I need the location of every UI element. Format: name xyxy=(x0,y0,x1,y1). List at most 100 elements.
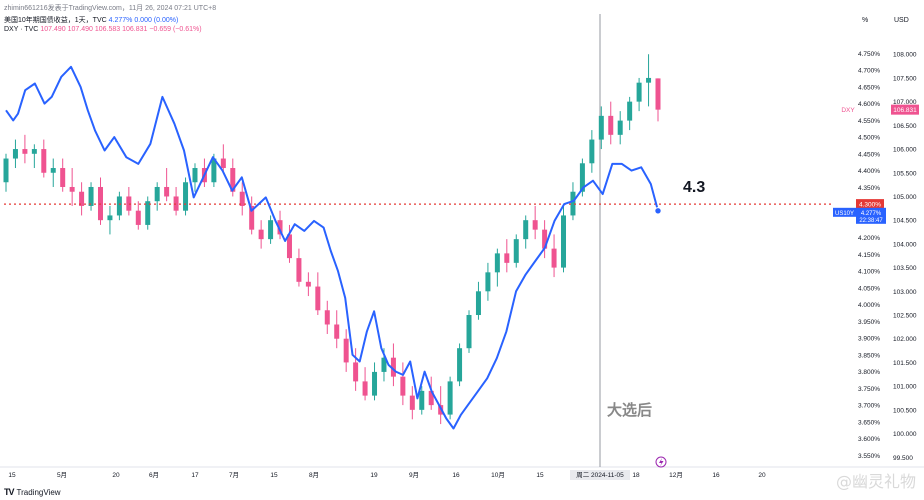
tradingview-logo[interactable]: TV TradingView xyxy=(4,487,61,497)
dxy-candle-body xyxy=(655,78,661,110)
dxy-candle-body xyxy=(154,186,160,202)
dxy-candle-body xyxy=(598,115,604,140)
time-tick-label: 12月 xyxy=(669,471,683,479)
dxy-candle-body xyxy=(372,371,378,396)
dxy-candle-body xyxy=(523,220,529,240)
dxy-candle-body xyxy=(164,186,170,197)
dxy-candle-body xyxy=(315,286,321,311)
dxy-tag-label: DXY xyxy=(841,107,855,114)
usd-tick-label: 105.000 xyxy=(893,194,917,201)
publisher-line: zhimin661216发表于TradingView.com，11月 26, 2… xyxy=(4,5,217,12)
time-tick-label: 5月 xyxy=(57,471,67,479)
time-tick-label: 15 xyxy=(536,472,544,479)
dxy-candle-body xyxy=(239,191,245,206)
annotations: 4.3 大选后 xyxy=(607,179,705,468)
dxy-candle-body xyxy=(561,215,567,268)
us10y-legend[interactable]: 美国10年期国债收益，1天，TVC 4.277% 0.000 (0.00%) xyxy=(4,16,178,25)
time-tick-label: 17 xyxy=(191,472,199,479)
dxy-candle-body xyxy=(126,196,132,211)
time-axis: 15 5月 20 6月 17 7月 15 8月 19 9月 16 10月 15 周二 2024-11-05… xyxy=(0,466,924,480)
dxy-candle-body xyxy=(268,220,274,240)
dxy-candle-body xyxy=(485,272,491,292)
us10y-countdown-text: 22:38:47 xyxy=(859,218,883,224)
pct-tick-label: 3.700% xyxy=(858,403,880,410)
ref-price-tag xyxy=(856,199,884,210)
usd-tick-label: 104.500 xyxy=(893,218,917,225)
dxy-candle-body xyxy=(79,191,85,206)
dxy-legend-change: −0.659 (−0.61%) xyxy=(149,26,202,33)
usd-unit-label: USD xyxy=(894,17,909,24)
dxy-candle-body xyxy=(400,376,406,396)
time-tick-label: 15 xyxy=(270,472,278,479)
dxy-legend-low: 106.583 xyxy=(94,26,121,33)
dxy-candle-body xyxy=(220,158,226,169)
dxy-candle-body xyxy=(69,186,75,192)
dxy-candle-body xyxy=(409,395,415,410)
us10y-price-tag-text: 4.277% xyxy=(861,211,882,217)
usd-tick-label: 101.000 xyxy=(893,384,917,391)
dxy-candle-body xyxy=(31,149,37,154)
dxy-candle-body xyxy=(513,239,519,263)
dxy-candle-body xyxy=(343,338,349,363)
time-tick-label: 15 xyxy=(8,472,16,479)
dxy-candle-body xyxy=(390,357,396,377)
dxy-candle-body xyxy=(88,186,94,206)
dxy-candle-body xyxy=(258,229,264,240)
price-axis: % USD 4.750% 4.700% 4.650% 4.600% 4.550% 4.500%… xyxy=(858,17,917,462)
dxy-candle-body xyxy=(475,291,481,316)
usd-tick-label: 108.000 xyxy=(893,52,917,59)
usd-tick-label: 102.500 xyxy=(893,313,917,320)
pct-tick-label: 4.200% xyxy=(858,235,880,242)
tradingview-brand: TradingView xyxy=(16,487,61,497)
dxy-candle-body xyxy=(362,381,368,396)
pct-tick-label: 4.150% xyxy=(858,252,880,259)
pct-tick-label: 3.600% xyxy=(858,436,880,443)
usd-tick-label: 102.000 xyxy=(893,336,917,343)
dxy-candle-body xyxy=(296,258,302,282)
dxy-candle-body xyxy=(627,101,633,121)
pct-tick-label: 4.000% xyxy=(858,302,880,309)
dxy-candle-body xyxy=(41,149,47,173)
dxy-candle-body xyxy=(381,357,387,372)
time-tick-label: 20 xyxy=(112,472,120,479)
time-tick-label: 8月 xyxy=(309,471,319,479)
dxy-candle-body xyxy=(192,168,198,183)
pct-tick-label: 3.800% xyxy=(858,369,880,376)
time-tick-label: 18 xyxy=(632,472,640,479)
dxy-candle-body xyxy=(60,168,66,187)
dxy-candle-body xyxy=(249,205,255,230)
dxy-candle-body xyxy=(3,158,9,183)
pct-tick-label: 4.400% xyxy=(858,168,880,175)
time-tick-label: 6月 xyxy=(149,471,159,479)
dxy-legend[interactable]: DXY · TVC 107.490 107.490 106.583 106.83… xyxy=(4,25,202,34)
dxy-price-tag-text: 106.831 xyxy=(893,107,917,114)
dxy-candle-body xyxy=(447,381,453,415)
dxy-candle-body xyxy=(608,115,614,135)
dxy-candle-body xyxy=(116,196,122,216)
pct-tick-label: 4.600% xyxy=(858,101,880,108)
usd-tick-label: 103.500 xyxy=(893,265,917,272)
usd-tick-label: 106.500 xyxy=(893,123,917,130)
us10y-series-line xyxy=(5,65,659,430)
watermark: @幽灵礼物 xyxy=(835,472,916,491)
dxy-candle-body xyxy=(286,234,292,259)
dxy-candle-body xyxy=(183,182,189,211)
pct-tick-label: 4.650% xyxy=(858,84,880,91)
pct-tick-label: 4.500% xyxy=(858,135,880,142)
dxy-candle-body xyxy=(457,348,463,382)
dxy-candles xyxy=(3,54,661,425)
usd-tick-label: 101.500 xyxy=(893,360,917,367)
pct-tick-label: 4.050% xyxy=(858,285,880,292)
dxy-candle-body xyxy=(428,390,434,406)
us10y-tag-label: US10Y xyxy=(835,211,854,217)
pct-tick-label: 3.950% xyxy=(858,319,880,326)
us10y-legend-name: 美国10年期国债收益，1天，TVC xyxy=(4,17,107,24)
annotation-level: 4.3 xyxy=(683,179,705,196)
usd-tick-label: 100.500 xyxy=(893,407,917,414)
usd-tick-label: 99.500 xyxy=(893,455,913,462)
time-tick-label: 10月 xyxy=(491,471,505,479)
dxy-candle-body xyxy=(646,77,652,83)
usd-tick-label: 100.000 xyxy=(893,431,917,438)
pct-tick-label: 3.750% xyxy=(858,386,880,393)
